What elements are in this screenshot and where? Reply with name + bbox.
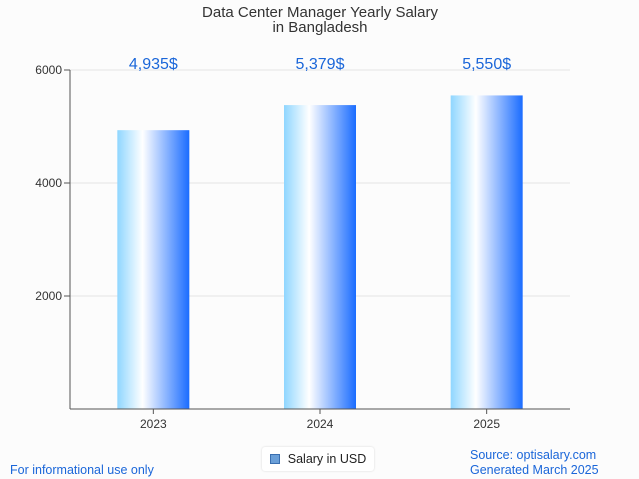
source-text: Source: optisalary.com [470, 448, 597, 462]
bar [450, 95, 523, 410]
y-tick-label: 2000 [35, 289, 62, 303]
legend-swatch [269, 454, 280, 464]
disclaimer-text: For informational use only [10, 463, 154, 477]
y-tick-label: 6000 [35, 63, 62, 77]
legend-label: Salary in USD [287, 452, 367, 466]
legend: Salary in USD [262, 447, 374, 471]
bar [284, 105, 356, 410]
x-tick-label: 2024 [307, 417, 334, 431]
y-tick-label: 4000 [35, 176, 62, 190]
generated-text: Generated March 2025 [470, 463, 599, 477]
data-label: 4,935$ [129, 56, 178, 73]
data-label: 5,379$ [296, 56, 345, 73]
x-tick-label: 2025 [473, 417, 500, 431]
bar [117, 130, 190, 410]
x-tick-label: 2023 [140, 417, 167, 431]
chart-title-line-1: Data Center Manager Yearly Salary [202, 4, 438, 21]
chart-title-line-2: in Bangladesh [272, 19, 367, 36]
data-label: 5,550$ [462, 56, 511, 73]
